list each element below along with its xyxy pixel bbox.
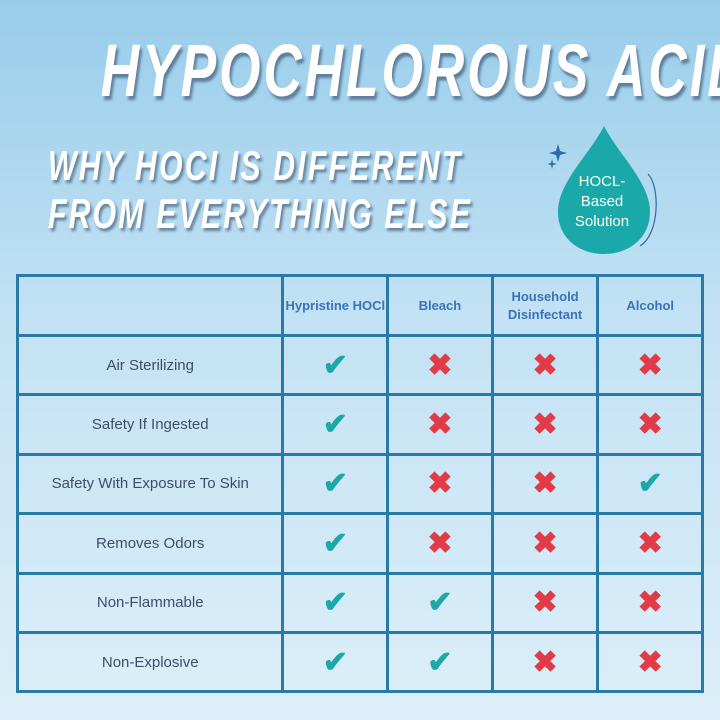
badge-line-2: Based (580, 193, 624, 210)
badge-line-1: HOCL- (578, 173, 626, 190)
result-cell: ✖ (490, 452, 600, 516)
result-cell: ✖ (490, 571, 600, 634)
result-cell: ✖ (596, 630, 704, 694)
table-row: Safety If Ingested ✔ ✖ ✖ ✖ (15, 393, 704, 456)
result-cell: ✔ (281, 333, 390, 397)
cross-icon: ✖ (427, 408, 453, 442)
cross-icon: ✖ (532, 467, 558, 501)
cross-icon: ✖ (427, 348, 453, 382)
result-cell: ✔ (281, 452, 390, 516)
table-row: Air Sterilizing ✔ ✖ ✖ ✖ (15, 333, 704, 397)
result-cell: ✖ (490, 512, 600, 575)
checkmark-icon: ✔ (322, 408, 348, 442)
result-cell: ✖ (386, 452, 494, 516)
subtitle-line-1: WHY HOCI IS DIFFERENT (48, 142, 463, 189)
comparison-table: Hypristine HOCl Bleach Household Disinfe… (15, 274, 704, 694)
cross-icon: ✖ (427, 526, 453, 560)
sparkle-icon (548, 144, 567, 169)
header-household: Household Disinfectant (490, 274, 600, 337)
result-cell: ✖ (596, 333, 704, 397)
result-cell: ✖ (386, 512, 494, 575)
water-drop-icon (548, 126, 657, 254)
subtitle-line-2: FROM EVERYTHING ELSE (48, 190, 473, 237)
feature-label: Non-Flammable (15, 571, 285, 634)
feature-label: Safety With Exposure To Skin (15, 452, 285, 516)
cross-icon: ✖ (637, 586, 663, 620)
checkmark-icon: ✔ (427, 586, 453, 620)
checkmark-icon: ✔ (427, 645, 453, 679)
header-row: Hypristine HOCl Bleach Household Disinfe… (15, 274, 704, 337)
result-cell: ✔ (596, 452, 704, 516)
table-row: Safety With Exposure To Skin ✔ ✖ ✖ ✔ (15, 452, 704, 516)
result-cell: ✖ (596, 512, 704, 575)
result-cell: ✔ (281, 571, 390, 634)
cross-icon: ✖ (637, 526, 663, 560)
header-empty (15, 274, 285, 337)
result-cell: ✖ (596, 571, 704, 634)
main-title: HYPOCHLOROUS ACID (100, 29, 720, 112)
checkmark-icon: ✔ (322, 645, 348, 679)
result-cell: ✔ (386, 630, 494, 694)
result-cell: ✔ (386, 571, 494, 634)
badge-line-3: Solution (574, 213, 630, 230)
cross-icon: ✖ (637, 348, 663, 382)
feature-label: Non-Explosive (15, 630, 285, 694)
feature-label: Removes Odors (15, 512, 285, 575)
cross-icon: ✖ (532, 348, 558, 382)
checkmark-icon: ✔ (322, 586, 348, 620)
checkmark-icon: ✔ (322, 526, 348, 560)
result-cell: ✖ (490, 630, 600, 694)
cross-icon: ✖ (637, 645, 663, 679)
header-bleach: Bleach (386, 274, 494, 337)
cross-icon: ✖ (532, 526, 558, 560)
feature-label: Air Sterilizing (15, 333, 285, 397)
badge-text: HOCL- Based Solution (556, 172, 648, 232)
checkmark-icon: ✔ (322, 467, 348, 501)
table-row: Non-Flammable ✔ ✔ ✖ ✖ (15, 571, 704, 634)
result-cell: ✖ (386, 393, 494, 456)
table-row: Non-Explosive ✔ ✔ ✖ ✖ (15, 630, 704, 694)
cross-icon: ✖ (532, 645, 558, 679)
cross-icon: ✖ (532, 408, 558, 442)
result-cell: ✔ (281, 512, 390, 575)
result-cell: ✖ (386, 333, 494, 397)
cross-icon: ✖ (637, 408, 663, 442)
result-cell: ✔ (281, 393, 390, 456)
checkmark-icon: ✔ (637, 467, 663, 501)
cross-icon: ✖ (532, 586, 558, 620)
cross-icon: ✖ (427, 467, 453, 501)
table-row: Removes Odors ✔ ✖ ✖ ✖ (15, 512, 704, 575)
header-alcohol: Alcohol (596, 274, 704, 337)
checkmark-icon: ✔ (322, 348, 348, 382)
feature-label: Safety If Ingested (15, 393, 285, 456)
result-cell: ✖ (490, 333, 600, 397)
result-cell: ✖ (490, 393, 600, 456)
result-cell: ✔ (281, 630, 390, 694)
header-hypristine: Hypristine HOCl (281, 274, 390, 337)
result-cell: ✖ (596, 393, 704, 456)
